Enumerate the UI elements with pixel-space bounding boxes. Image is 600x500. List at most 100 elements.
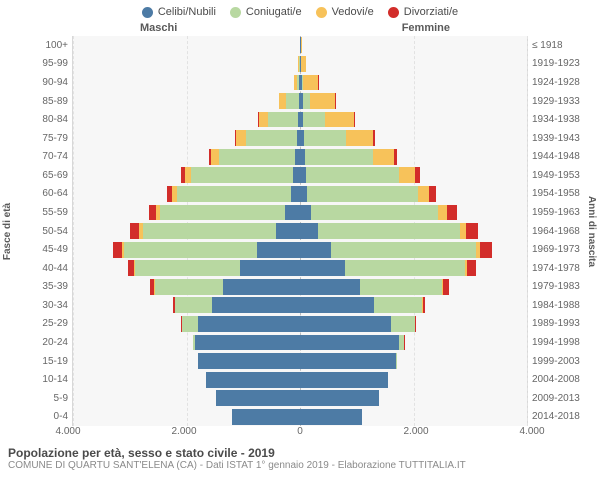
legend-item-divorziati: Divorziati/e — [388, 6, 458, 18]
bar-segment-divorziati — [415, 316, 416, 332]
bar-segment-vedovi — [346, 130, 373, 146]
bar-segment-coniugati — [391, 316, 415, 332]
bar-segment-celibi — [206, 372, 300, 388]
bar-segment-vedovi — [301, 37, 302, 53]
bar-half-left — [73, 56, 300, 72]
bar-segment-vedovi — [211, 149, 219, 165]
ytick-left: 100+ — [16, 36, 68, 55]
legend-swatch — [316, 7, 327, 18]
ytick-right: 1994-1998 — [532, 333, 584, 352]
bar-segment-vedovi — [301, 56, 306, 72]
bar-segment-celibi — [300, 223, 318, 239]
bar-segment-celibi — [300, 335, 399, 351]
yaxis-right-title: Anni di nascita — [584, 36, 600, 426]
ytick-left: 45-49 — [16, 240, 68, 259]
bar-half-left — [73, 390, 300, 406]
bar-segment-coniugati — [374, 297, 422, 313]
plot-row — [73, 333, 527, 352]
bar-segment-divorziati — [480, 242, 492, 258]
bar-segment-divorziati — [394, 149, 397, 165]
bar-half-left — [73, 130, 300, 146]
bar-half-left — [73, 93, 300, 109]
legend-label: Vedovi/e — [332, 6, 374, 18]
plot-row — [73, 259, 527, 278]
bar-segment-celibi — [257, 242, 300, 258]
ytick-left: 55-59 — [16, 203, 68, 222]
footer-subtitle: COMUNE DI QUARTU SANT'ELENA (CA) - Dati … — [8, 460, 592, 471]
bar-segment-vedovi — [325, 112, 355, 128]
bar-half-right — [300, 242, 527, 258]
side-label-left: Maschi — [0, 22, 177, 34]
bar-half-left — [73, 37, 300, 53]
plot-row — [73, 185, 527, 204]
ytick-left: 80-84 — [16, 110, 68, 129]
ytick-right: 1989-1993 — [532, 315, 584, 334]
bar-half-right — [300, 223, 527, 239]
bar-segment-celibi — [300, 279, 360, 295]
xtick: 4.000 — [55, 426, 80, 437]
xtick: 0 — [297, 426, 303, 437]
bar-segment-celibi — [300, 316, 391, 332]
legend-label: Divorziati/e — [404, 6, 458, 18]
plot-row — [73, 36, 527, 55]
ytick-left: 50-54 — [16, 222, 68, 241]
bar-segment-coniugati — [135, 260, 240, 276]
ytick-right: 1979-1983 — [532, 278, 584, 297]
plot-row — [73, 129, 527, 148]
bar-segment-divorziati — [149, 205, 157, 221]
bar-half-right — [300, 409, 527, 425]
bar-segment-coniugati — [143, 223, 276, 239]
bar-half-right — [300, 279, 527, 295]
bar-segment-divorziati — [415, 167, 420, 183]
bar-segment-coniugati — [286, 93, 298, 109]
bar-segment-celibi — [223, 279, 300, 295]
bar-half-left — [73, 353, 300, 369]
plot-row — [73, 408, 527, 427]
bar-segment-celibi — [300, 390, 379, 406]
ytick-right: 1984-1988 — [532, 296, 584, 315]
bar-segment-divorziati — [335, 93, 336, 109]
bar-segment-vedovi — [373, 149, 395, 165]
bar-half-right — [300, 390, 527, 406]
ytick-right: 1959-1963 — [532, 203, 584, 222]
ytick-right: 1949-1953 — [532, 166, 584, 185]
bar-half-right — [300, 167, 527, 183]
bar-segment-vedovi — [303, 75, 318, 91]
bar-segment-coniugati — [155, 279, 223, 295]
ytick-left: 70-74 — [16, 147, 68, 166]
side-label-right: Femmine — [402, 22, 600, 34]
bar-segment-divorziati — [467, 260, 476, 276]
xtick: 4.000 — [519, 426, 544, 437]
legend-item-celibi: Celibi/Nubili — [142, 6, 216, 18]
bar-half-left — [73, 335, 300, 351]
gridline — [527, 36, 528, 426]
ytick-left: 95-99 — [16, 55, 68, 74]
bar-half-right — [300, 37, 527, 53]
bar-segment-coniugati — [305, 149, 373, 165]
bar-half-left — [73, 409, 300, 425]
bar-segment-coniugati — [331, 242, 476, 258]
xtick: 2.000 — [171, 426, 196, 437]
bar-segment-divorziati — [447, 205, 457, 221]
ytick-right: 2014-2018 — [532, 408, 584, 427]
ytick-right: 2004-2008 — [532, 370, 584, 389]
bar-segment-celibi — [300, 409, 362, 425]
bar-segment-vedovi — [399, 167, 415, 183]
ytick-right: 1999-2003 — [532, 352, 584, 371]
plot-row — [73, 222, 527, 241]
bar-segment-divorziati — [423, 297, 426, 313]
bar-segment-divorziati — [466, 223, 478, 239]
yaxis-left-title: Fasce di età — [0, 36, 16, 426]
bar-segment-celibi — [291, 186, 300, 202]
bar-segment-vedovi — [259, 112, 269, 128]
bar-segment-divorziati — [373, 130, 375, 146]
bar-half-left — [73, 205, 300, 221]
bar-segment-coniugati — [175, 297, 212, 313]
ytick-right: 1939-1943 — [532, 129, 584, 148]
bar-half-right — [300, 205, 527, 221]
chart: Fasce di età 100+95-9990-9485-8980-8475-… — [0, 36, 600, 426]
plot-row — [73, 352, 527, 371]
bar-segment-coniugati — [177, 186, 291, 202]
bar-segment-coniugati — [182, 316, 198, 332]
ytick-left: 90-94 — [16, 73, 68, 92]
